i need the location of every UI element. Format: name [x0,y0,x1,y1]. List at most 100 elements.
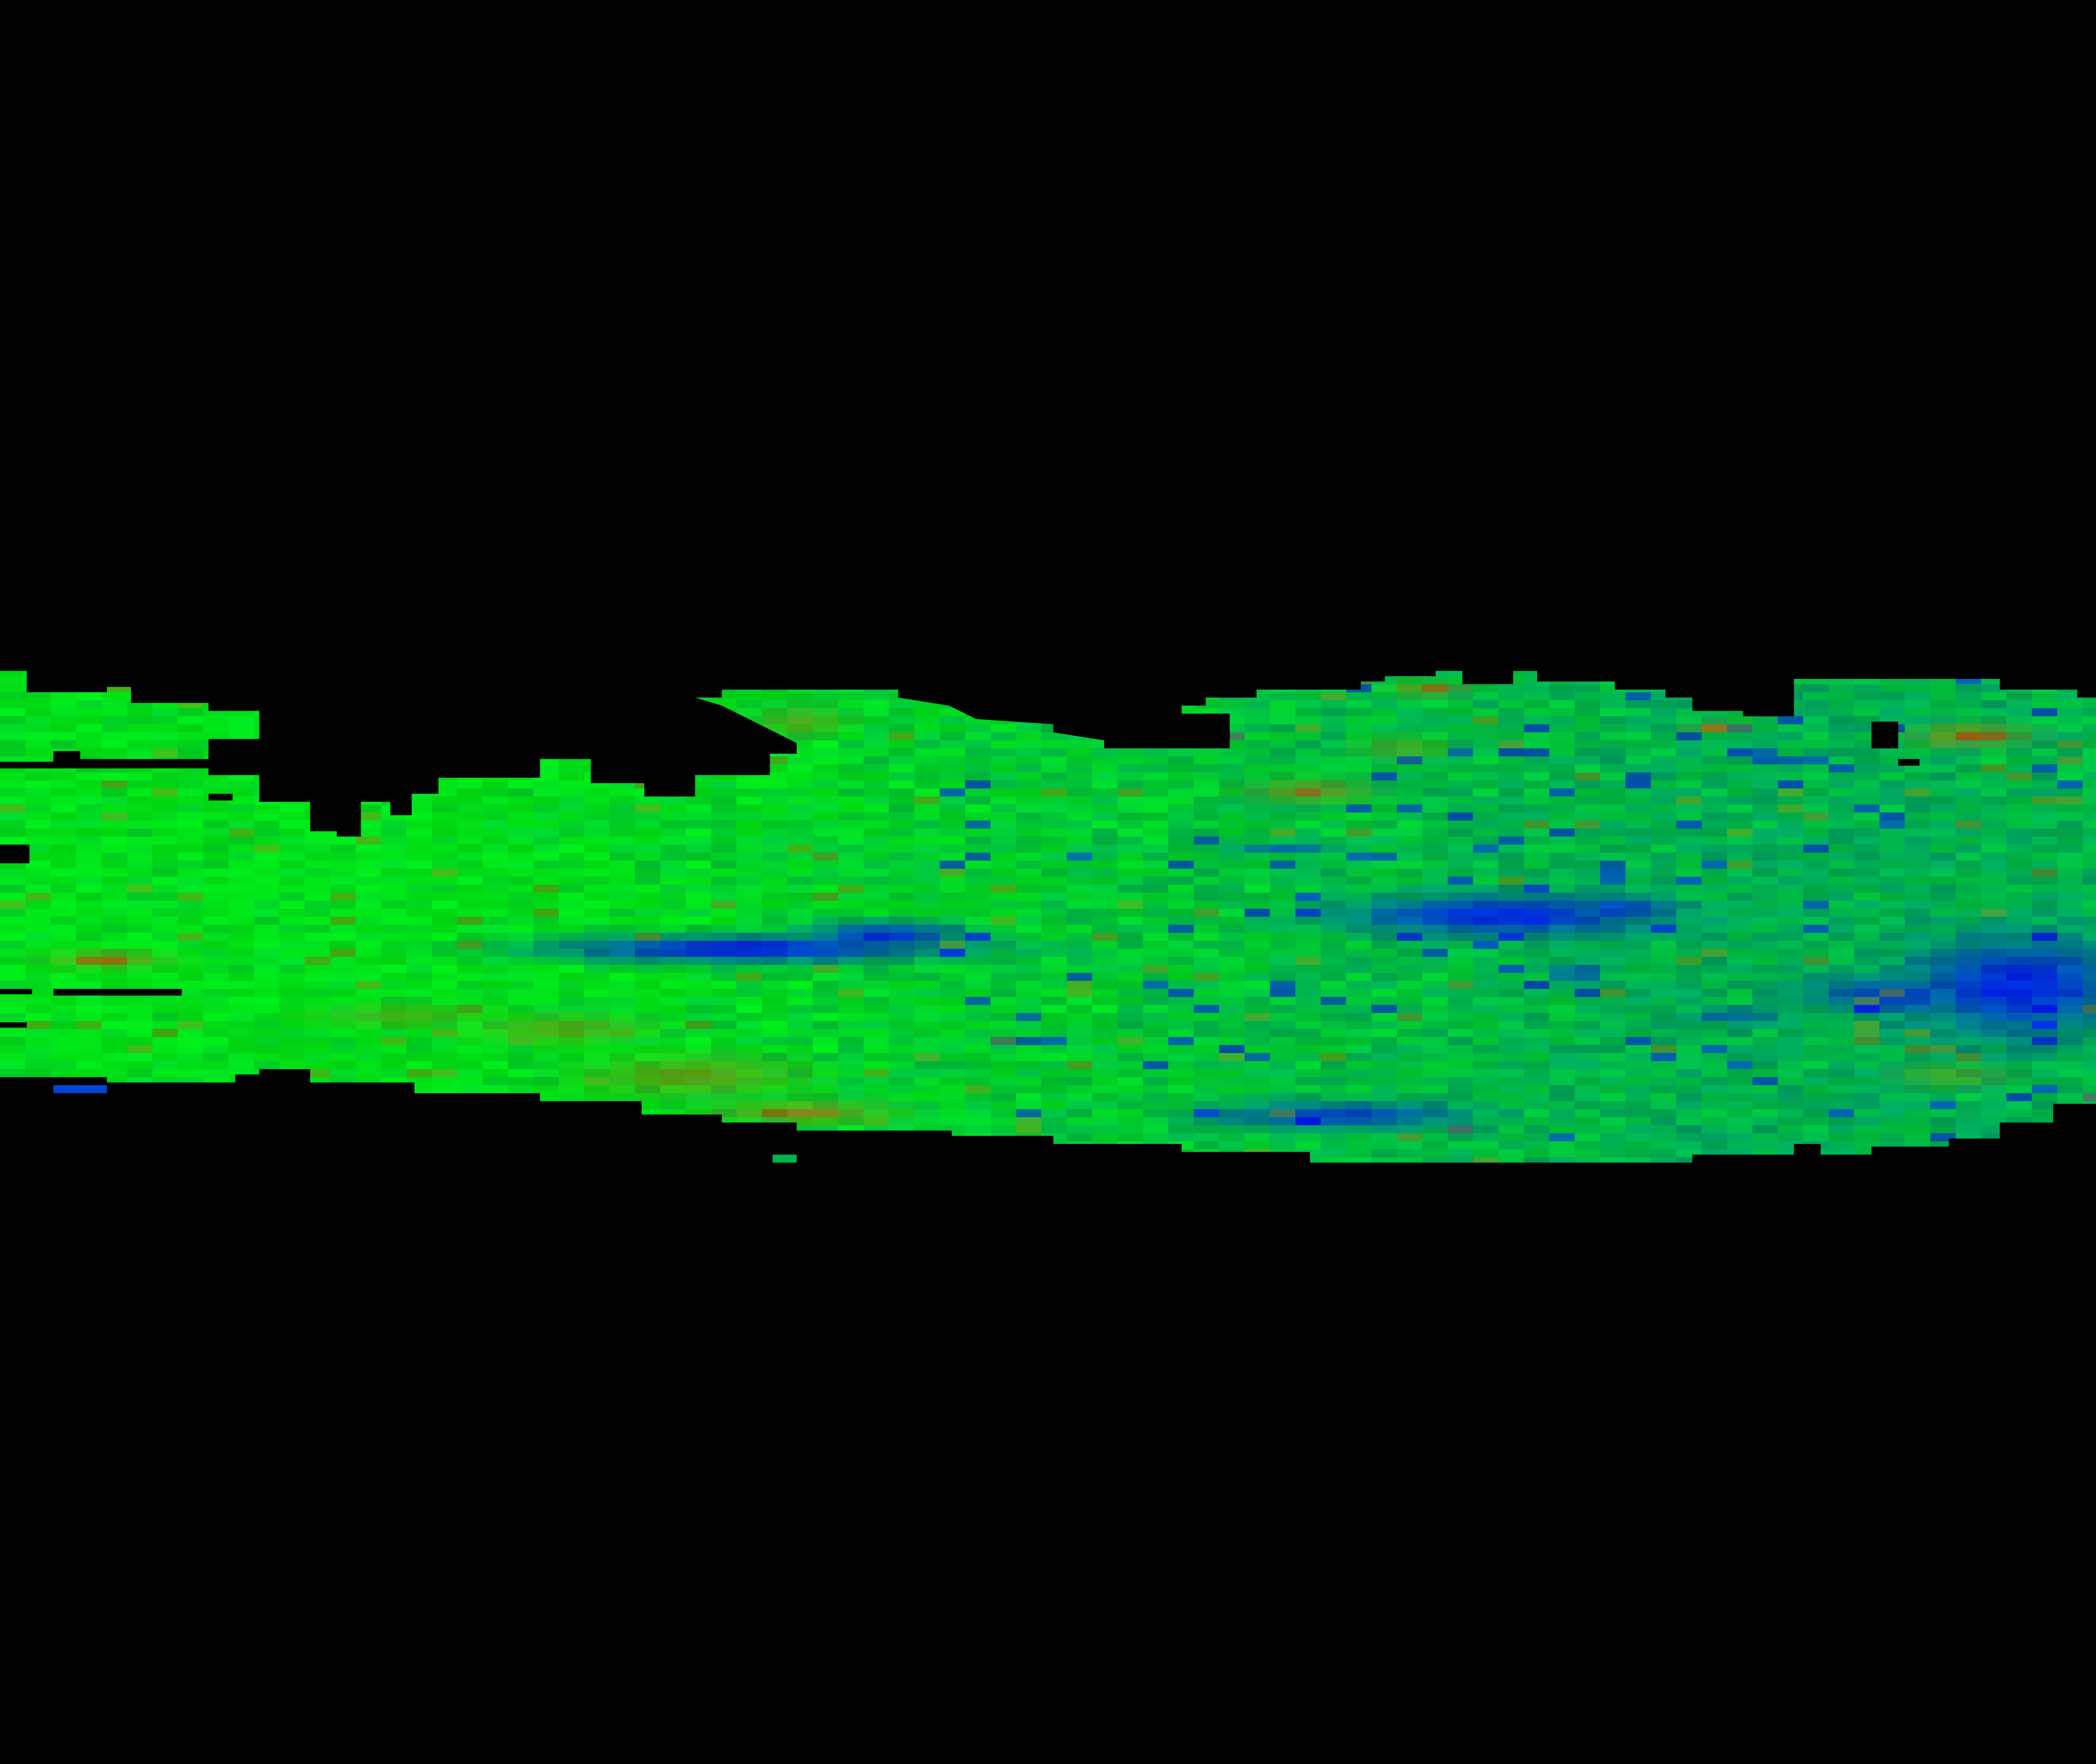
heat-cell [940,764,966,774]
heat-cell [178,836,204,846]
heat-cell [533,1012,560,1022]
heat-cell [1371,900,1398,910]
heat-cell [940,900,966,910]
heat-cell [1727,788,1754,798]
heat-cell [1193,1069,1220,1078]
heat-cell [813,1012,839,1022]
heat-cell [0,973,27,982]
heat-cell [711,820,737,830]
heat-cell [787,1085,814,1094]
heat-cell [1422,964,1449,974]
heat-cell [51,1029,77,1038]
heat-cell [101,844,128,854]
heat-cell [940,1053,966,1062]
heat-cell [1981,732,2007,741]
heat-cell [1396,724,1423,734]
heat-cell [1651,716,1677,725]
heat-cell [863,716,890,725]
heat-cell [1016,940,1042,950]
heat-cell [1981,924,2007,934]
heat-cell [1828,988,1855,998]
heat-cell [1600,764,1627,774]
heat-cell [1600,885,1627,894]
heat-cell [2032,788,2058,798]
heat-cell [1905,812,1931,822]
heat-cell [1803,788,1830,798]
heat-cell [1244,940,1271,950]
heat-cell [990,1085,1017,1094]
heat-cell [558,924,585,934]
heat-cell [381,957,407,966]
heat-cell [609,852,636,862]
heat-cell [431,885,458,894]
heat-cell [508,964,534,974]
heat-cell [1905,700,1931,709]
heat-cell [1575,1117,1601,1126]
heat-cell [889,836,915,846]
heat-cell [1752,1012,1779,1022]
heat-cell [838,812,865,822]
heat-cell [1651,1053,1677,1062]
heat-cell [1625,981,1652,990]
heat-cell [381,964,407,974]
heat-cell [51,708,77,717]
heat-cell [279,1005,306,1014]
heat-cell [101,812,128,822]
heat-cell [1448,981,1474,990]
heat-cell [1473,844,1499,854]
heat-cell [1981,1085,2007,1094]
heat-cell [1701,973,1728,982]
heat-cell [914,900,941,910]
heat-cell [1828,788,1855,798]
heat-cell [1092,1133,1119,1142]
heat-cell [686,933,712,942]
heat-cell [1676,861,1702,870]
heat-cell [1498,1037,1525,1046]
heat-cell [711,1093,737,1102]
heat-cell [1828,828,1855,837]
heat-cell [889,1069,915,1078]
heat-cell [863,892,890,902]
heat-cell [1701,1045,1728,1054]
heat-cell [584,1061,610,1070]
heat-cell [381,973,407,982]
heat-cell [558,1037,585,1046]
heat-cell [1803,892,1830,902]
heat-cell [1320,1133,1347,1142]
heat-cell [1295,852,1322,862]
heat-cell [1625,724,1652,734]
heat-cell [1930,692,1957,701]
heat-cell [1244,997,1271,1006]
heat-cell [1473,1141,1499,1150]
heat-cell [279,940,306,950]
heat-cell [1955,1093,1982,1102]
heat-cell [889,708,915,717]
heat-cell [1701,933,1728,942]
heat-cell [1625,1021,1652,1030]
heat-cell [1930,724,1957,734]
heat-cell [1955,909,1982,918]
heat-cell [51,1053,77,1062]
heat-cell [1396,684,1423,693]
heat-cell [1981,909,2007,918]
heat-cell [1676,1133,1702,1142]
heat-cell [1981,804,2007,813]
heat-cell [1448,764,1474,774]
heat-cell [2082,1045,2096,1054]
heat-cell [990,957,1017,966]
heat-cell [660,876,687,886]
heat-cell [1016,1012,1042,1022]
heat-cell [2082,836,2096,846]
heat-cell [2006,724,2033,734]
heat-cell [2057,828,2084,837]
heat-cell [51,828,77,837]
heat-cell [279,1029,306,1038]
heat-cell [761,916,789,926]
heat-cell [431,949,458,958]
heat-cell [1244,892,1271,902]
heat-cell [1879,940,1906,950]
heat-cell [1930,812,1957,822]
heat-cell [1879,957,1906,966]
heat-cell [736,692,763,701]
heat-cell [1143,1012,1169,1022]
